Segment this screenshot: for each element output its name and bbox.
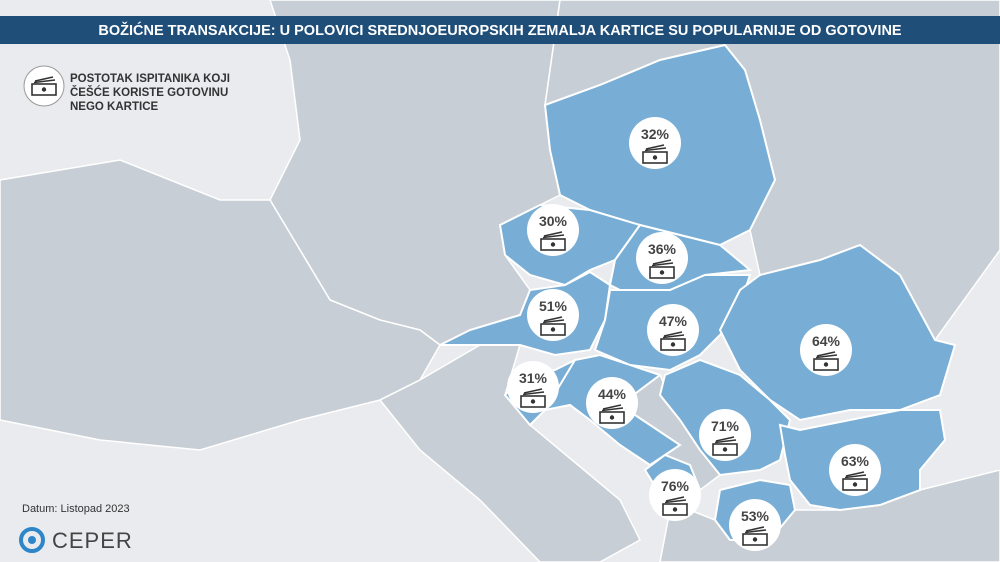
marker-circle <box>527 204 579 256</box>
legend-text: POSTOTAK ISPITANIKA KOJI <box>70 73 230 85</box>
marker-circle <box>647 304 699 356</box>
marker: 36% <box>636 232 688 284</box>
date: Datum: Listopad 2023 <box>22 503 130 515</box>
marker-label: 31% <box>519 370 548 386</box>
money-icon <box>543 231 563 237</box>
marker-label: 44% <box>598 386 627 402</box>
money-icon <box>522 391 545 396</box>
money-icon <box>645 144 665 150</box>
marker-label: 64% <box>812 333 841 349</box>
money-icon <box>659 270 665 275</box>
marker-label: 51% <box>539 298 568 314</box>
marker: 47% <box>647 304 699 356</box>
highlighted-countries <box>439 43 957 541</box>
marker-circle <box>649 469 701 521</box>
money-icon <box>663 331 683 337</box>
marker-label: 32% <box>641 126 670 142</box>
money-icon <box>602 404 622 410</box>
money-icon <box>722 447 728 452</box>
money-icon <box>651 262 674 267</box>
marker: 51% <box>527 289 579 341</box>
marker: 64% <box>800 324 852 376</box>
money-icon <box>530 399 536 404</box>
money-icon <box>670 342 676 347</box>
money-icon <box>523 388 543 394</box>
money-icon <box>33 79 56 84</box>
money-icon <box>41 87 47 92</box>
marker-circle <box>636 232 688 284</box>
marker: 30% <box>527 204 579 256</box>
money-icon <box>609 415 615 420</box>
logo-icon <box>19 527 45 553</box>
money-icon <box>662 334 685 339</box>
marker: 71% <box>699 409 751 461</box>
marker-label: 76% <box>661 478 690 494</box>
logo-text: CEPER <box>52 528 133 553</box>
money-icon <box>664 499 687 504</box>
money-icon <box>845 471 865 477</box>
money-icon <box>714 439 737 444</box>
money-icon <box>744 529 767 534</box>
marker-circle <box>586 377 638 429</box>
money-icon <box>815 354 838 359</box>
money-icon <box>745 526 765 532</box>
money-icon <box>34 76 54 82</box>
money-icon <box>672 507 678 512</box>
money-icon <box>715 436 735 442</box>
marker: 32% <box>629 117 681 169</box>
money-icon <box>652 259 672 265</box>
marker-circle <box>527 289 579 341</box>
money-icon <box>542 319 565 324</box>
markers: 32% 30% 36% 51% 47% 64% 31% 44% 71% 63% 76% 53% <box>507 117 881 551</box>
marker-label: 30% <box>539 213 568 229</box>
money-icon <box>665 496 685 502</box>
marker-circle <box>800 324 852 376</box>
marker-circle <box>729 499 781 551</box>
marker-circle <box>699 409 751 461</box>
logo-icon <box>28 536 36 544</box>
money-icon <box>844 474 867 479</box>
money-icon <box>542 234 565 239</box>
money-icon <box>543 316 563 322</box>
marker-label: 63% <box>841 453 870 469</box>
marker-label: 36% <box>648 241 677 257</box>
marker-label: 47% <box>659 313 688 329</box>
legend-text: NEGO KARTICE <box>70 101 159 113</box>
money-icon <box>652 155 658 160</box>
marker: 31% <box>507 361 559 413</box>
title: BOŽIĆNE TRANSAKCIJE: U POLOVICI SREDNJOE… <box>98 21 902 39</box>
marker-circle <box>829 444 881 496</box>
legend-icon <box>23 65 65 107</box>
marker-circle <box>507 361 559 413</box>
money-icon <box>852 482 858 487</box>
money-icon <box>644 147 667 152</box>
money-icon <box>601 407 624 412</box>
marker-circle <box>629 117 681 169</box>
marker: 44% <box>586 377 638 429</box>
money-icon <box>550 327 556 332</box>
marker: 53% <box>729 499 781 551</box>
marker: 63% <box>829 444 881 496</box>
money-icon <box>752 537 758 542</box>
marker-label: 71% <box>711 418 740 434</box>
marker-label: 53% <box>741 508 770 524</box>
money-icon <box>823 362 829 367</box>
title-bar <box>0 16 1000 44</box>
money-icon <box>816 351 836 357</box>
legend-text: ČEŠĆE KORISTE GOTOVINU <box>70 86 228 99</box>
marker: 76% <box>649 469 701 521</box>
money-icon <box>550 242 556 247</box>
